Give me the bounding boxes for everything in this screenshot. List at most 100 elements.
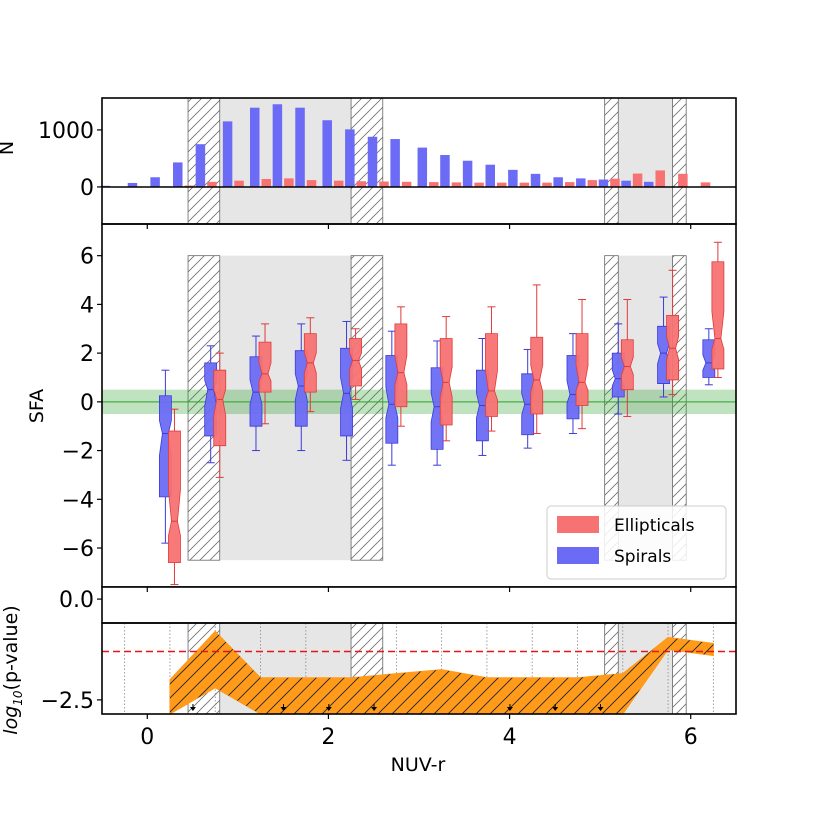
spiral-bar [127,182,138,187]
middle-y-tick-label: 6 [80,245,94,270]
elliptical-bar [678,173,688,187]
elliptical-bar [474,182,484,187]
elliptical-box [168,408,181,586]
spiral-bar [530,173,541,187]
x-axis-label: NUV-r [391,754,446,776]
elliptical-box [213,352,227,478]
x-tick-label: 0 [140,725,154,750]
spiral-bar [598,179,609,187]
pvalue-area-hatch [169,631,714,714]
upper-limit-arrowhead [189,707,196,711]
elliptical-bar [610,178,620,187]
box-body [711,261,725,370]
bottom-axes-frame [101,622,737,715]
bottom-y-tick-label: 0.0 [59,588,94,613]
elliptical-box [530,284,544,435]
sfa-boxplot-panel: 6 4 2 0 −2 −4 −6 Ellipticals Spirals [62,223,737,592]
middle-y-tick-label: 2 [80,342,94,367]
spiral-bar [195,144,206,187]
top-solid-region-1 [618,98,673,224]
spiral-bar [440,155,450,187]
histogram-panel: 0 1000 [38,97,737,229]
elliptical-bar [451,182,462,187]
legend-label: Ellipticals [614,516,695,536]
top-y-axis-label: N [0,141,18,155]
elliptical-bar [700,182,711,187]
spiral-bar [345,129,355,187]
bottom-y-axis-label: log10(p-value) [0,605,25,734]
upper-limit-arrowhead [325,707,332,711]
middle-y-tick-label: 0 [80,391,94,416]
upper-limit-arrowhead [552,707,559,711]
box-body [530,336,544,415]
box-body [485,333,498,417]
top-hatch-region-0-1 [350,97,384,225]
elliptical-box [439,316,453,442]
spiral-bar [508,169,518,187]
elliptical-bar [284,178,294,187]
elliptical-box [711,241,725,378]
elliptical-box [620,299,634,417]
bot-hatch-region-1-1 [672,622,687,715]
top-hatch-region-1-0 [604,97,619,225]
elliptical-bar [519,182,530,187]
middle-y-axis-label: SFA [26,389,48,423]
top-y-tick-label: 1000 [38,119,94,144]
top-y-tick-label: 0 [80,176,94,201]
upper-limit-arrowhead [371,707,378,711]
box-body [575,333,589,406]
spiral-bar [250,107,260,187]
elliptical-bar [632,173,643,187]
mid-solid-region-0 [219,255,352,561]
legend-swatch [557,516,599,533]
spiral-bar [322,120,332,187]
spiral-bar [462,160,473,187]
legend-label: Spirals [614,547,671,567]
mid-hatch-region-0-1 [350,255,384,561]
spiral-bar [173,162,183,187]
spiral-bar [390,139,400,187]
spiral-bar [367,136,378,187]
ylabel-base: log [0,706,22,735]
spiral-bar [295,107,305,187]
elliptical-bar [261,178,271,187]
top-hatch-region-1-1 [672,97,687,225]
spiral-bar [417,147,428,187]
spiral-bar [576,178,586,187]
middle-y-tick-label: −4 [62,488,94,513]
spiral-bar [621,180,631,187]
upper-limit-arrowhead [506,707,513,711]
legend: Ellipticals Spirals [546,505,727,580]
elliptical-bar [356,181,367,187]
box-body [349,338,363,387]
x-tick-label: 2 [321,725,335,750]
upper-limit-arrowhead [280,707,287,711]
spiral-bar [150,177,160,187]
elliptical-bar [207,181,217,187]
x-tick-label: 4 [503,725,517,750]
elliptical-bar [564,182,575,187]
legend-swatch [557,547,599,564]
elliptical-box [666,269,679,396]
box-body [168,430,181,564]
box-body [394,323,408,408]
middle-y-tick-label: −2 [62,440,94,465]
ylabel-sub: 10 [11,690,25,706]
elliptical-bar [379,181,389,187]
elliptical-bar [496,182,507,187]
elliptical-bar [306,180,317,187]
box-body [213,369,227,447]
elliptical-bar [429,182,439,187]
elliptical-box [575,299,589,430]
spiral-bar [272,104,283,187]
elliptical-bar [587,180,598,187]
middle-y-tick-label: −6 [62,537,94,562]
box-body [439,338,453,426]
spiral-bar [553,177,563,187]
ylabel-rest: (p-value) [0,605,22,690]
upper-limit-arrowhead [597,707,604,711]
pvalue-panel: 0.0 −2.5 0 2 4 6 [41,586,737,750]
elliptical-bar [333,180,344,187]
elliptical-box [485,306,498,432]
middle-y-tick-label: 4 [80,293,94,318]
